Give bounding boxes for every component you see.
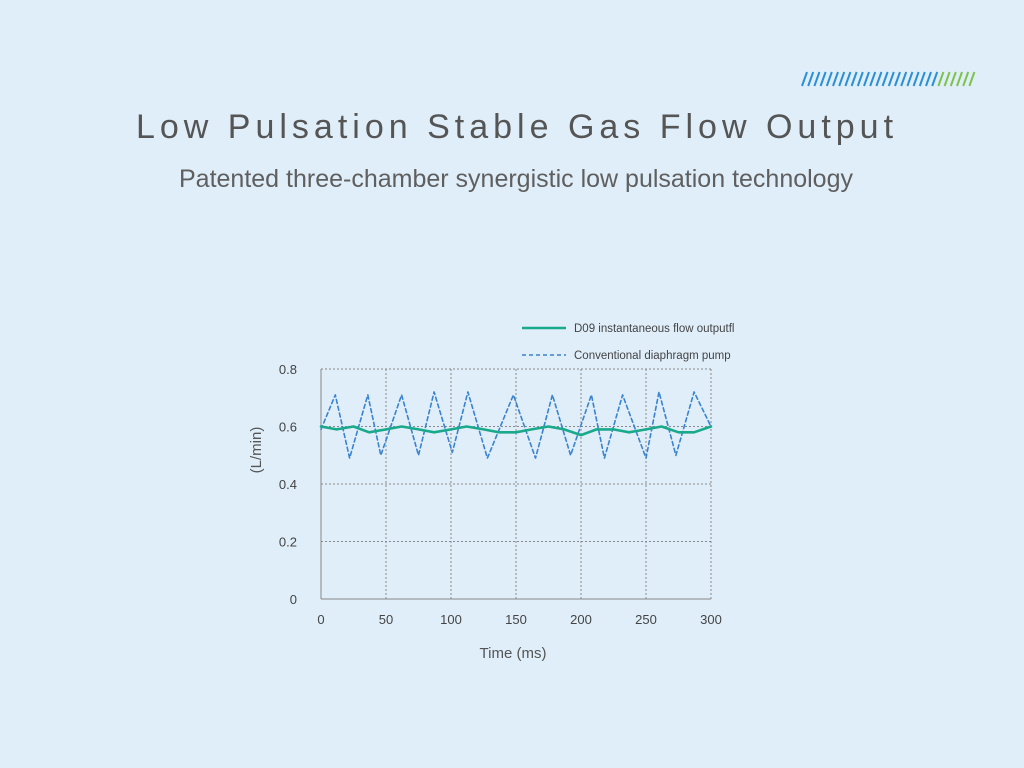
stripe-mark <box>807 71 815 87</box>
legend: D09 instantaneous flow outputfl Conventio… <box>522 323 734 362</box>
stripe-mark <box>968 71 976 87</box>
y-tick-label: 0.2 <box>279 535 297 550</box>
series-lines <box>319 391 713 459</box>
stripe-mark <box>956 71 963 87</box>
stripe-mark <box>832 71 839 87</box>
x-tick-label: 0 <box>317 612 324 627</box>
y-axis-label: (L/min) <box>248 427 265 474</box>
stripe-mark <box>906 71 914 87</box>
x-axis-label: Time (ms) <box>480 645 547 662</box>
stripe-mark <box>931 71 939 87</box>
stripe-mark <box>881 71 889 87</box>
legend-label: D09 instantaneous flow outputfl <box>574 323 734 335</box>
stripe-mark <box>937 71 945 87</box>
stripe-mark <box>801 71 808 87</box>
x-tick-label: 200 <box>570 612 592 627</box>
stripe-mark <box>962 71 970 87</box>
series-line-conventional <box>320 391 712 459</box>
stripe-mark <box>850 71 858 87</box>
stripe-mark <box>813 71 821 87</box>
x-tick-label: 150 <box>505 612 527 627</box>
legend-label: Conventional diaphragm pump <box>574 350 731 362</box>
stripe-mark <box>825 71 833 87</box>
series-line-d09 <box>319 425 713 437</box>
x-tick-label: 50 <box>379 612 393 627</box>
stripe-mark <box>912 71 920 87</box>
stripe-mark <box>863 71 870 87</box>
stripe-mark <box>844 71 852 87</box>
chart-axes <box>320 369 711 600</box>
stripe-mark <box>943 71 951 87</box>
stripe-mark <box>887 71 895 87</box>
x-tick-label: 300 <box>700 612 722 627</box>
stripe-mark <box>925 71 932 87</box>
stripe-mark <box>875 71 883 87</box>
stripe-mark <box>949 71 957 87</box>
stripe-mark <box>856 71 864 87</box>
stripe-mark <box>918 71 926 87</box>
stripe-mark <box>869 71 877 87</box>
tick-labels: 0 50 100 150 200 250 300 0 0.2 0.4 0.6 0.8 <box>279 362 722 627</box>
page-title: Low Pulsation Stable Gas Flow Output <box>135 108 899 146</box>
stripe-mark <box>894 71 901 87</box>
y-tick-label: 0.4 <box>279 477 297 492</box>
x-tick-label: 250 <box>635 612 657 627</box>
stripe-mark <box>819 71 827 87</box>
chart-grid <box>321 368 712 599</box>
decorative-stripes <box>801 71 976 87</box>
y-tick-label: 0 <box>290 592 297 607</box>
stripe-mark <box>900 71 908 87</box>
page-subtitle: Patented three-chamber synergistic low p… <box>179 165 853 193</box>
x-tick-label: 100 <box>440 612 462 627</box>
y-tick-label: 0.6 <box>279 420 297 435</box>
y-tick-label: 0.8 <box>279 362 297 377</box>
stripe-mark <box>838 71 846 87</box>
